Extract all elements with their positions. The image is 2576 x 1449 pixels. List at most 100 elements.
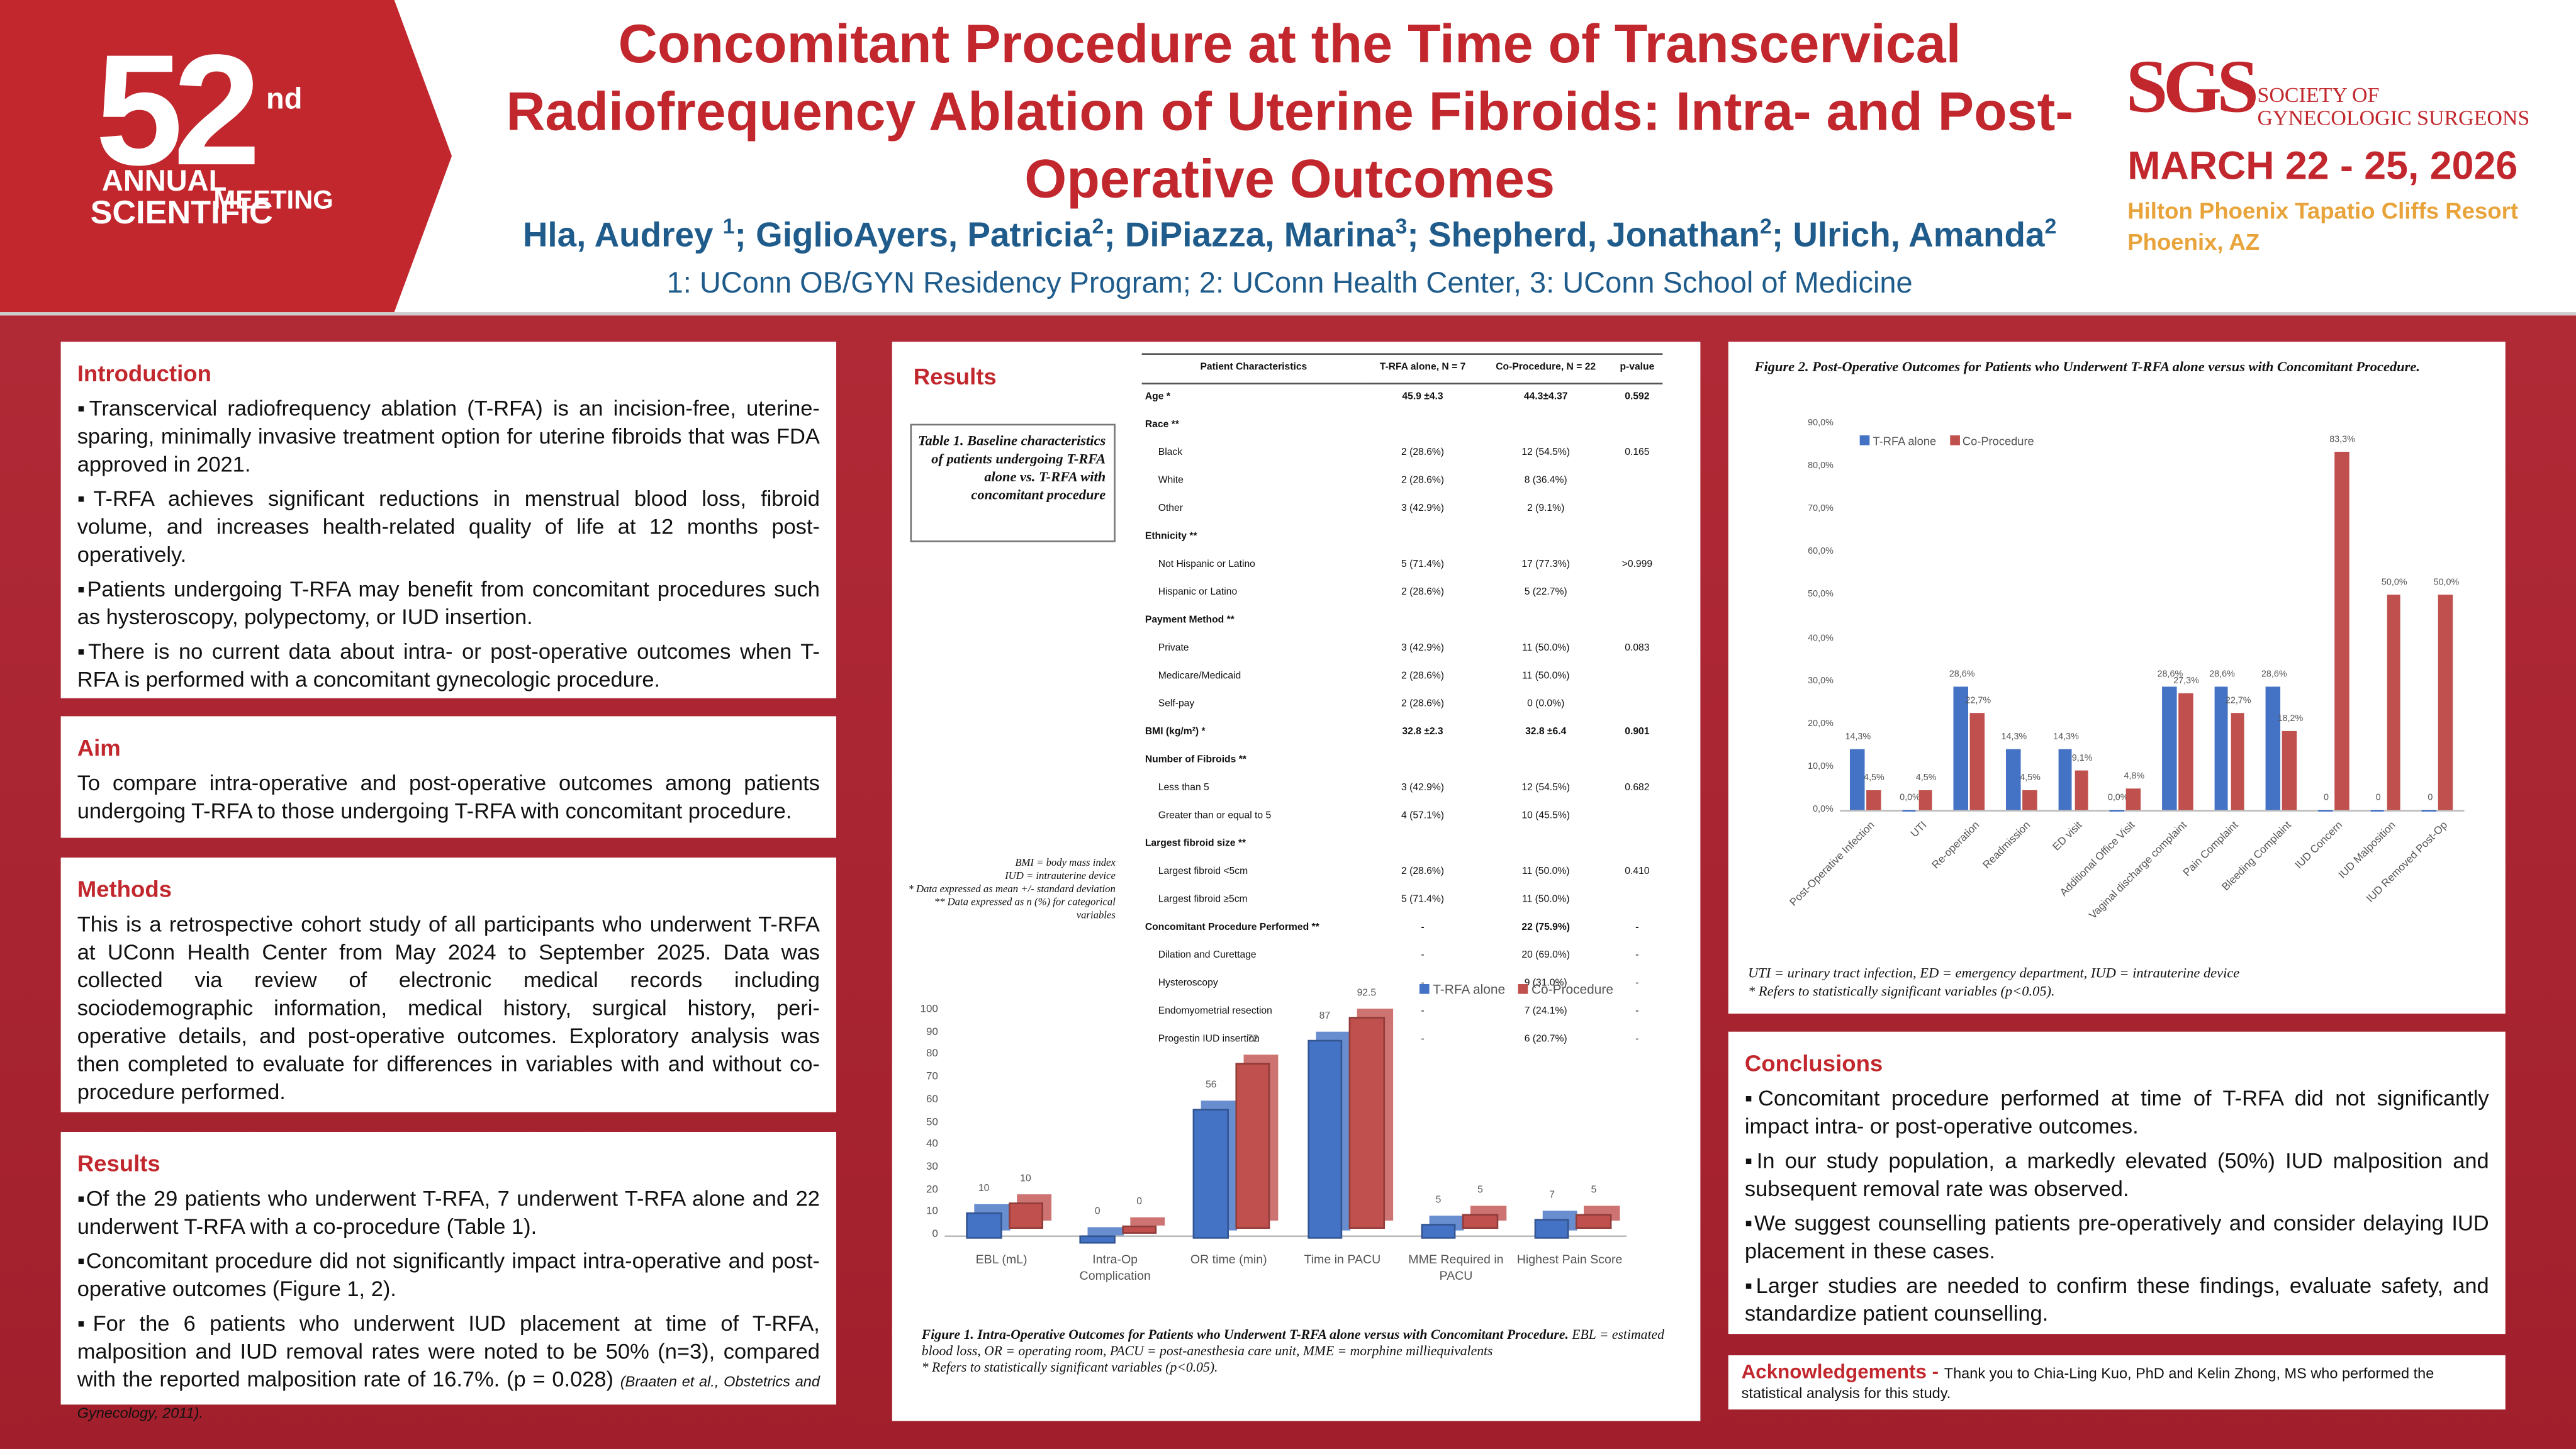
legend-swatch [1518, 983, 1528, 994]
table-cell [1611, 831, 1662, 859]
venue: Hilton Phoenix Tapatio Cliffs Resort [2127, 197, 2519, 224]
table-row: Black 2 (28.6%) 12 (54.5%) 0.165 [1142, 440, 1663, 468]
value-label: 9,1% [2071, 754, 2093, 764]
bar [2438, 595, 2453, 810]
logo-text: MEETING [213, 187, 333, 216]
author-affiliation: 1 [722, 213, 735, 238]
table-row: Concomitant Procedure Performed ** - 22 (7… [1142, 915, 1663, 943]
bar [1307, 1039, 1343, 1239]
table-row: Number of Fibroids ** [1142, 747, 1663, 775]
table-cell: 0.592 [1625, 393, 1650, 403]
table-cell [1611, 412, 1662, 440]
table-cell [1611, 887, 1662, 915]
table-cell: - [1635, 951, 1639, 961]
x-tick-label: MME Required in PACU [1408, 1251, 1504, 1284]
table-row: Age * 45.9 ±4.3 44.3±4.37 0.592 [1142, 384, 1663, 413]
table-cell: 12 (54.5%) [1521, 448, 1571, 459]
value-label: 7 [1549, 1192, 1555, 1202]
table-cell: Greater than or equal to 5 [1158, 811, 1272, 822]
table-header-cell: Co-Procedure, N = 22 [1479, 353, 1612, 384]
x-axis-line [944, 1235, 1627, 1238]
value-label: 72 [1247, 1035, 1258, 1046]
authors: Hla, Audrey 1; GiglioAyers, Patricia2; D… [328, 213, 2251, 256]
figure-panel: Figure 2. Post-Operative Outcomes for Pa… [1728, 342, 2506, 1014]
citation: (Braaten et al., Obstetrics and Gynecolo… [77, 1373, 820, 1421]
y-tick-label: 90,0% [1808, 418, 1834, 429]
legend-swatch [1949, 435, 1959, 445]
figure-notes: UTI = urinary tract infection, ED = emer… [1748, 965, 2487, 1000]
bar [1954, 687, 1969, 810]
bar [1348, 1017, 1384, 1229]
society-name: GYNECOLOGIC SURGEONS [2257, 105, 2530, 130]
bullet: For the 6 patients who underwent IUD pla… [77, 1309, 820, 1428]
value-label: 0 [1136, 1197, 1143, 1208]
table-cell: 44.3±4.37 [1523, 393, 1568, 403]
table-cell [1480, 412, 1612, 440]
x-tick-label: IUD Concern [2293, 819, 2346, 872]
table-cell: Largest fibroid <5cm [1158, 867, 1248, 878]
y-tick-label: 0 [932, 1229, 938, 1241]
aim-panel: Aim To compare intra-operative and post-… [60, 716, 836, 838]
x-tick-label: EBL (mL) [975, 1251, 1028, 1267]
value-label: 18,2% [2277, 715, 2304, 725]
table: Patient Characteristics T-RFA alone, N = … [1141, 353, 1663, 1055]
table-header-cell: Patient Characteristics [1141, 353, 1366, 384]
value-label: 83,3% [2329, 436, 2355, 446]
bar [1969, 712, 1985, 810]
bar [2022, 790, 2037, 810]
table-cell: 45.9 ±4.3 [1402, 393, 1443, 403]
table-row: Hispanic or Latino 2 (28.6%) 5 (22.7%) [1142, 580, 1663, 608]
table-cell: 2 (28.6%) [1401, 476, 1444, 486]
table-cell: - [1635, 979, 1639, 989]
table-cell [1365, 608, 1480, 635]
value-label: 5 [1477, 1186, 1483, 1197]
y-tick-label: 10,0% [1808, 762, 1834, 772]
bar [2230, 712, 2245, 810]
y-tick-label: 30,0% [1808, 676, 1834, 686]
ack-text: Thank you to Chia-Ling Kuo, PhD and Keli… [1741, 1365, 2434, 1402]
author-name: ; DiPiazza, Marina [1104, 216, 1396, 255]
y-tick-label: 30 [926, 1161, 938, 1173]
table-cell [1480, 747, 1612, 775]
bar [2266, 687, 2281, 810]
bullet: Larger studies are needed to confirm the… [1745, 1272, 2489, 1328]
table-cell [1611, 664, 1662, 691]
table-cell: 32.8 ±2.3 [1402, 727, 1443, 738]
table-cell [1611, 691, 1662, 719]
methods-text: This is a retrospective cohort study of … [77, 912, 820, 1104]
bar [2126, 789, 2141, 810]
table-cell: 11 (50.0%) [1521, 671, 1570, 682]
results-panel: Results Of the 29 patients who underwent … [60, 1131, 836, 1421]
x-tick-label: Highest Pain Score [1516, 1251, 1623, 1267]
table-row: Less than 5 3 (42.9%) 12 (54.5%) 0.682 [1142, 775, 1663, 803]
x-tick-label: IUD Malposition [2336, 819, 2398, 881]
section-title: Results [77, 1150, 160, 1177]
author-name: Hla, Audrey [522, 216, 723, 255]
value-label: 0,0% [1900, 793, 1920, 803]
table-cell: 3 (42.9%) [1401, 504, 1444, 515]
y-tick-label: 100 [920, 1004, 938, 1015]
table-row: Payment Method ** [1142, 608, 1663, 635]
table-cell: 2 (28.6%) [1401, 867, 1444, 878]
bar [2334, 452, 2349, 810]
bullet: Concomitant procedure did not significan… [77, 1247, 820, 1303]
table-cell: 11 (50.0%) [1521, 867, 1570, 878]
figure-caption: Figure 2. Post-Operative Outcomes for Pa… [1754, 358, 2420, 375]
logo-number: 52 [95, 23, 260, 199]
y-tick-label: 20 [926, 1183, 938, 1195]
table-cell [1365, 524, 1480, 552]
bullet-text: Concomitant procedure did not significan… [77, 1248, 820, 1301]
author-affiliation: 2 [2044, 213, 2057, 238]
table-row: Other 3 (42.9%) 2 (9.1%) [1142, 496, 1663, 524]
table-cell: - [1421, 923, 1425, 934]
x-tick-label: UTI [1909, 819, 1930, 841]
legend-item: Co-Procedure [1949, 435, 2034, 449]
logo-text: SCIENTIFIC [90, 195, 273, 232]
table-row: Race ** [1142, 412, 1663, 440]
table-cell: Black [1158, 448, 1183, 459]
bar [2058, 748, 2073, 810]
y-tick-label: 60 [926, 1094, 938, 1105]
y-tick-label: 40,0% [1808, 633, 1834, 644]
bullet: T-RFA achieves significant reductions in… [77, 484, 820, 568]
value-label: 27,3% [2173, 676, 2199, 686]
